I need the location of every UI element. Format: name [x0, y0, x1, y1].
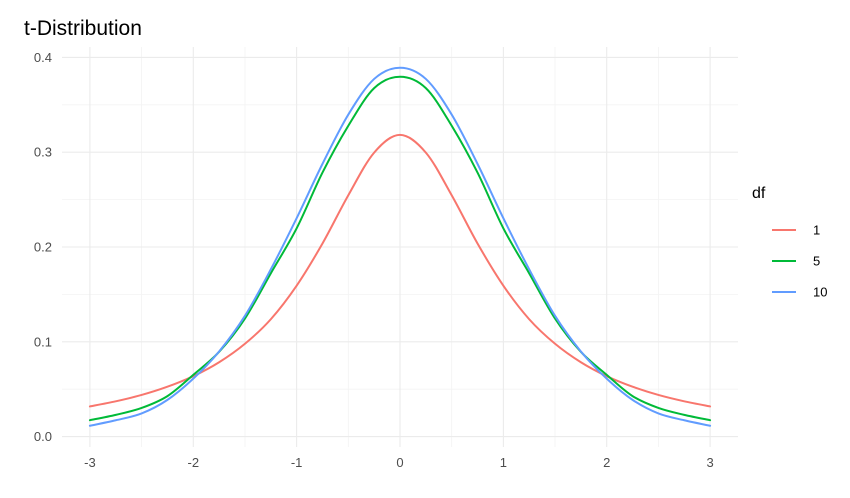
grid: [62, 47, 738, 447]
legend-label-df-1: 1: [813, 223, 820, 238]
x-tick-label: -2: [187, 455, 199, 470]
x-tick-label: 3: [706, 455, 713, 470]
x-tick-label: 1: [500, 455, 507, 470]
axis-labels: -3 -2 -1 0 1 2 3 0.0 0.1 0.2 0.3 0.4: [34, 50, 714, 470]
y-tick-label: 0.4: [34, 50, 52, 65]
y-tick-label: 0.0: [34, 429, 52, 444]
y-tick-label: 0.2: [34, 240, 52, 255]
x-tick-label: 2: [603, 455, 610, 470]
x-tick-label: -1: [291, 455, 303, 470]
legend-label-df-10: 10: [813, 285, 827, 300]
x-tick-label: -3: [84, 455, 96, 470]
legend-title: df: [752, 185, 766, 202]
series-line-df-1: [88, 133, 712, 408]
legend-label-df-5: 5: [813, 254, 820, 269]
y-tick-label: 0.3: [34, 145, 52, 160]
series-line-df-5: [88, 75, 712, 422]
series-layer: [88, 66, 712, 427]
series-line-df-10: [88, 66, 712, 427]
chart-title: t-Distribution: [24, 17, 142, 40]
x-tick-label: 0: [396, 455, 403, 470]
y-tick-label: 0.1: [34, 334, 52, 349]
legend: df 1 5 10: [752, 185, 827, 300]
